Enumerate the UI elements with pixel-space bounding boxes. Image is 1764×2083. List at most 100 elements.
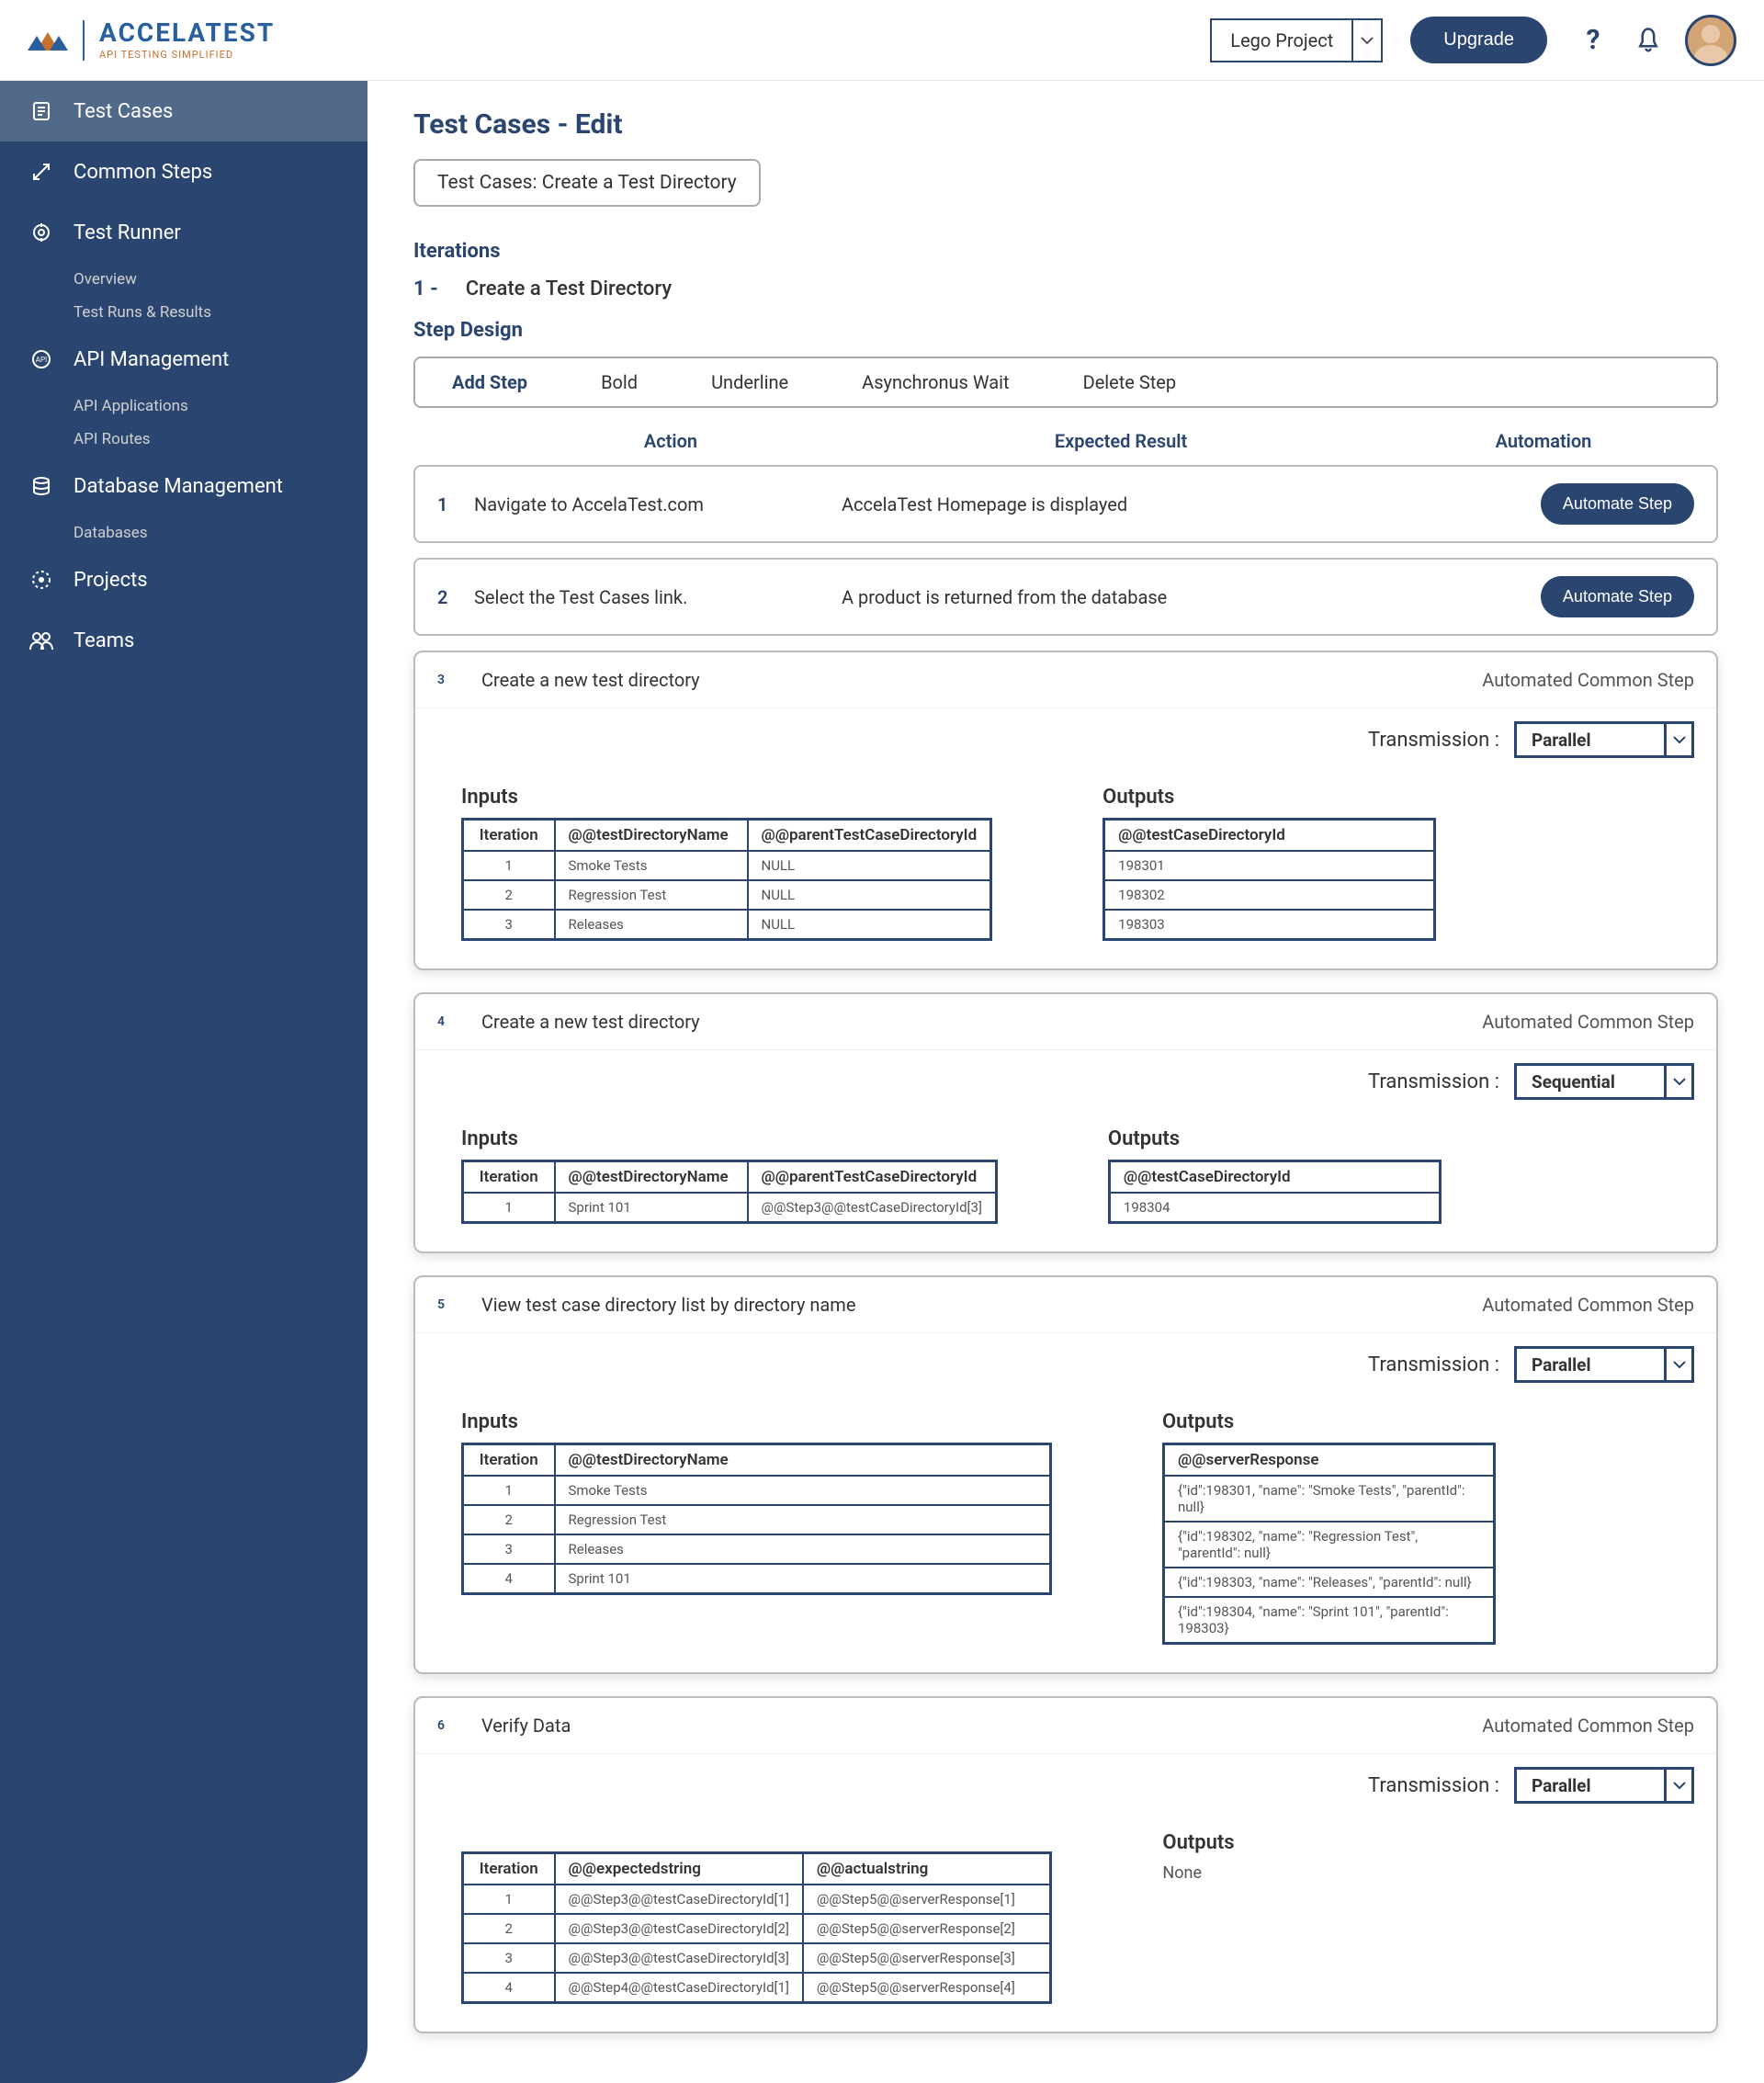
sidebar-subitem-test-runs-results[interactable]: Test Runs & Results	[0, 296, 368, 329]
sidebar-item-api-management[interactable]: API API Management	[0, 329, 368, 390]
sidebar-subitem-api-routes[interactable]: API Routes	[0, 423, 368, 456]
io-cell: Regression Test	[555, 1505, 1051, 1534]
step-card: 5View test case directory list by direct…	[413, 1275, 1718, 1674]
upgrade-button[interactable]: Upgrade	[1410, 17, 1547, 63]
iteration-row[interactable]: 1 - Create a Test Directory	[413, 277, 1718, 300]
sidebar-item-label: API Management	[74, 348, 229, 371]
toolbar-underline[interactable]: Underline	[674, 358, 825, 406]
io-cell: @@Step4@@testCaseDirectoryId[1]	[555, 1973, 803, 2003]
chevron-down-icon	[1351, 20, 1381, 61]
io-cell: Releases	[555, 910, 748, 940]
sidebar-icon	[28, 97, 55, 125]
toolbar-bold[interactable]: Bold	[564, 358, 674, 406]
sidebar-item-database-management[interactable]: Database Management	[0, 456, 368, 516]
io-row: 3Releases	[463, 1534, 1051, 1564]
io-header: @@serverResponse	[1164, 1444, 1495, 1477]
toolbar-delete-step[interactable]: Delete Step	[1046, 358, 1214, 406]
transmission-select[interactable]: Parallel	[1514, 1346, 1694, 1383]
chevron-down-icon	[1664, 724, 1691, 755]
transmission-select[interactable]: Parallel	[1514, 721, 1694, 758]
io-table: @@testCaseDirectoryId198304	[1108, 1160, 1442, 1224]
io-cell: NULL	[748, 910, 991, 940]
step-row[interactable]: 2Select the Test Cases link.A product is…	[413, 558, 1718, 636]
step-card-header: 6Verify DataAutomated Common Step	[415, 1698, 1716, 1754]
outputs-section: Outputs@@testCaseDirectoryId198304	[1108, 1113, 1442, 1224]
step-number: 1	[437, 493, 474, 515]
io-row: 2Regression TestNULL	[463, 880, 991, 910]
io-row: 3ReleasesNULL	[463, 910, 991, 940]
io-cell: 1	[463, 1476, 555, 1505]
step-expected: A product is returned from the database	[842, 586, 1356, 608]
sidebar-item-teams[interactable]: Teams	[0, 610, 368, 671]
io-header: @@testDirectoryName	[555, 1161, 748, 1194]
io-cell: 198302	[1104, 880, 1435, 910]
io-table: @@serverResponse{"id":198301, "name": "S…	[1162, 1443, 1496, 1645]
project-select[interactable]: Lego Project	[1210, 18, 1383, 62]
inputs-section: Inputs Iteration@@testDirectoryName1Smoke…	[461, 1396, 1052, 1645]
io-row: {"id":198301, "name": "Smoke Tests", "pa…	[1164, 1476, 1495, 1522]
io-header: @@actualstring	[803, 1853, 1051, 1885]
sidebar-item-label: Database Management	[74, 475, 283, 498]
bell-icon[interactable]	[1630, 22, 1667, 59]
transmission-select[interactable]: Sequential	[1514, 1063, 1694, 1100]
sidebar-subitem-overview[interactable]: Overview	[0, 263, 368, 296]
outputs-none: None	[1162, 1863, 1234, 1883]
page-title: Test Cases - Edit	[413, 108, 1718, 141]
outputs-section: Outputs@@testCaseDirectoryId198301198302…	[1102, 771, 1436, 941]
transmission-label: Transmission :	[1368, 729, 1499, 752]
sidebar-subitem-databases[interactable]: Databases	[0, 516, 368, 549]
io-cell: Smoke Tests	[555, 1476, 1051, 1505]
io-cell: 1	[463, 1885, 555, 1914]
transmission-select[interactable]: Parallel	[1514, 1767, 1694, 1804]
io-header: Iteration	[463, 820, 555, 852]
io-cell: @@Step3@@testCaseDirectoryId[3]	[748, 1193, 997, 1223]
transmission-value: Parallel	[1517, 1354, 1664, 1375]
chevron-down-icon	[1664, 1770, 1691, 1801]
io-row: 2@@Step3@@testCaseDirectoryId[2]@@Step5@…	[463, 1914, 1051, 1943]
sidebar-icon: API	[28, 345, 55, 373]
inputs-section: InputsIteration@@testDirectoryName@@pare…	[461, 771, 992, 941]
sidebar-item-label: Projects	[74, 569, 148, 592]
io-table: Iteration@@testDirectoryName@@parentTest…	[461, 1160, 998, 1224]
transmission-label: Transmission :	[1368, 1774, 1499, 1797]
toolbar-add-step[interactable]: Add Step	[415, 358, 564, 406]
sidebar-item-common-steps[interactable]: Common Steps	[0, 142, 368, 202]
io-header: @@parentTestCaseDirectoryId	[748, 1161, 997, 1194]
step-card-tag: Automated Common Step	[1482, 1715, 1694, 1737]
sidebar-subitem-api-applications[interactable]: API Applications	[0, 390, 368, 423]
step-card-tag: Automated Common Step	[1482, 1294, 1694, 1316]
sidebar-item-label: Test Runner	[74, 221, 181, 244]
step-toolbar: Add StepBoldUnderlineAsynchronus WaitDel…	[413, 357, 1718, 408]
sidebar-item-test-cases[interactable]: Test Cases	[0, 81, 368, 142]
io-cell: Sprint 101	[555, 1564, 1051, 1594]
inputs-heading: Inputs	[461, 786, 992, 809]
io-cell: 2	[463, 1914, 555, 1943]
step-row[interactable]: 1Navigate to AccelaTest.comAccelaTest Ho…	[413, 465, 1718, 543]
automate-step-button[interactable]: Automate Step	[1541, 576, 1694, 617]
toolbar-asynchronus-wait[interactable]: Asynchronus Wait	[825, 358, 1046, 406]
io-header: Iteration	[463, 1161, 555, 1194]
sidebar: Test CasesCommon Steps Test Runner Overvie…	[0, 81, 368, 2083]
sidebar-item-projects[interactable]: Projects	[0, 549, 368, 610]
io-cell: 3	[463, 1943, 555, 1973]
avatar[interactable]	[1685, 15, 1736, 66]
io-table: Iteration@@testDirectoryName1Smoke Tests…	[461, 1443, 1052, 1595]
logo-subtext: API TESTING SIMPLIFIED	[99, 50, 275, 60]
transmission-value: Sequential	[1517, 1071, 1664, 1092]
logo[interactable]: ACCELATEST API TESTING SIMPLIFIED	[28, 20, 275, 61]
help-icon[interactable]: ?	[1575, 22, 1611, 59]
inputs-heading: Inputs	[461, 1410, 1052, 1433]
sidebar-item-test-runner[interactable]: Test Runner	[0, 202, 368, 263]
io-row: 198303	[1104, 910, 1435, 940]
automate-step-button[interactable]: Automate Step	[1541, 483, 1694, 525]
io-cell: @@Step3@@testCaseDirectoryId[3]	[555, 1943, 803, 1973]
io-cell: 3	[463, 910, 555, 940]
io-row: 1Smoke TestsNULL	[463, 851, 991, 880]
io-cell: 198301	[1104, 851, 1435, 880]
io-cell: {"id":198303, "name": "Releases", "paren…	[1164, 1568, 1495, 1597]
outputs-heading: Outputs	[1162, 1831, 1234, 1854]
step-card: 3Create a new test directoryAutomated Co…	[413, 651, 1718, 970]
col-action: Action	[487, 430, 854, 452]
header: ACCELATEST API TESTING SIMPLIFIED Lego P…	[0, 0, 1764, 81]
step-card-title: Verify Data	[481, 1715, 571, 1737]
